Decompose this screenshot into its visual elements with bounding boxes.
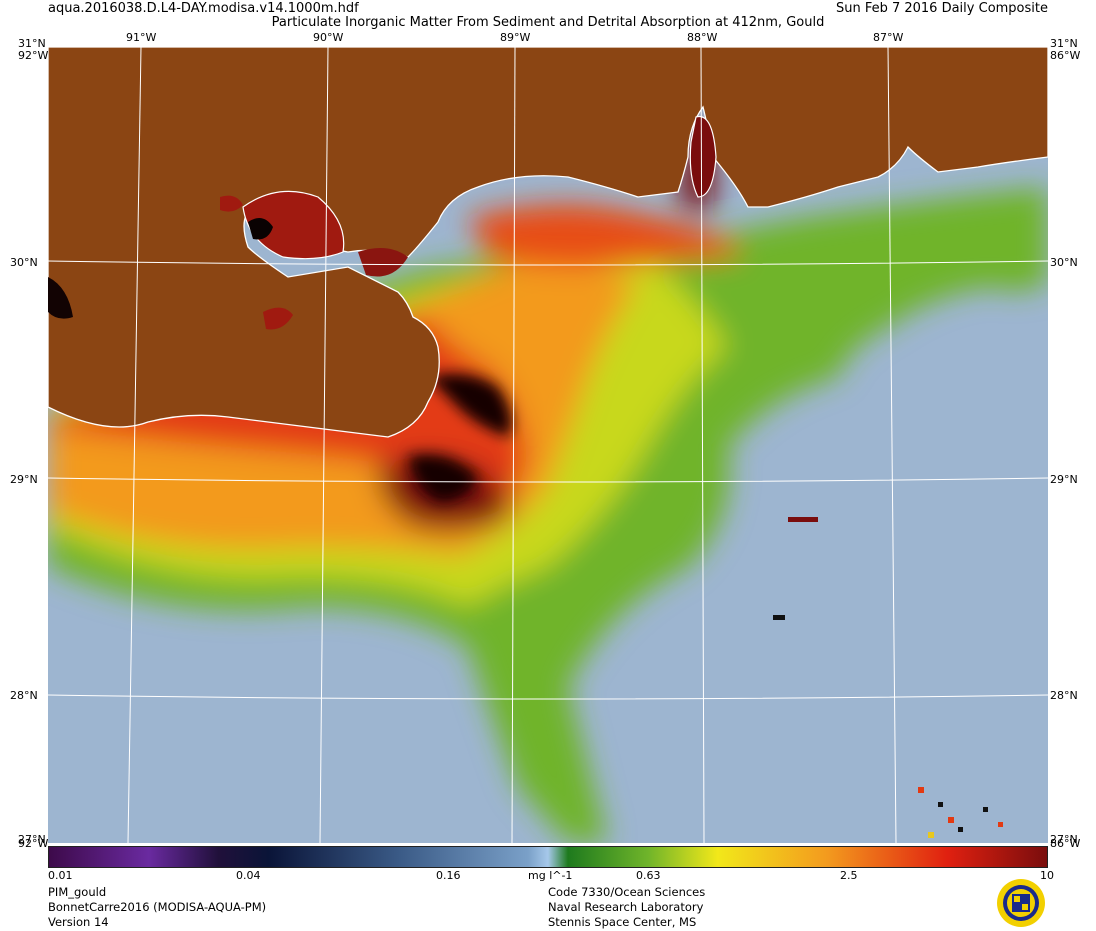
colorbar-tick-004: 0.04 [236,869,261,882]
lat-label-29-left: 29°N [10,473,38,486]
product-title: Particulate Inorganic Matter From Sedime… [271,15,825,30]
colorbar [48,846,1048,868]
dataset-name: BonnetCarre2016 (MODISA-AQUA-PM) [48,900,267,914]
org-code: Code 7330/Ocean Sciences [548,885,706,899]
footer-mid: Code 7330/Ocean Sciences Naval Research … [548,885,705,930]
inland-bay [263,307,293,330]
lake-borgne [358,248,408,277]
corner-lat-top-left: 31°N [18,37,46,50]
mobile-bay [689,115,717,198]
lon-label-90: 90°W [313,31,344,44]
lat-label-28-right: 28°N [1050,689,1078,702]
colorbar-tick-25: 2.5 [840,869,858,882]
org-location: Stennis Space Center, MS [548,915,697,929]
footer-left: PIM_gould BonnetCarre2016 (MODISA-AQUA-P… [48,885,266,930]
colorbar-tick-016: 0.16 [436,869,461,882]
lat-label-29-right: 29°N [1050,473,1078,486]
corner-lon-bottom-left: 92°W [18,837,49,850]
corner-lat-bottom-left: 27°N [18,833,46,846]
product-code: PIM_gould [48,885,107,899]
version: Version 14 [48,915,109,929]
inland-lake-west [48,277,73,319]
corner-lat-top-right: 31°N [1050,37,1078,50]
nrl-seal-icon [997,879,1045,927]
lon-label-87: 87°W [873,31,904,44]
corner-lat-bottom-right: 27°N [1050,833,1078,846]
lake-pontchartrain [242,190,345,260]
map-frame [48,47,1048,843]
colorbar-tick-10: 10 [1040,869,1054,882]
composite-date: Sun Feb 7 2016 Daily Composite [835,1,1048,16]
satellite-map [48,47,1048,843]
bright-cores [408,373,512,502]
land-mass [48,47,1048,438]
cloud-noise [773,517,1003,838]
colorbar-tick-001: 0.01 [48,869,73,882]
colorbar-tick-063: 0.63 [636,869,661,882]
org-name: Naval Research Laboratory [548,900,704,914]
lake-core [248,218,273,240]
graticule [48,47,1048,843]
lon-label-89: 89°W [500,31,531,44]
corner-lon-top-right: 86°W [1050,49,1081,62]
corner-lon-bottom-right: 86°W [1050,837,1081,850]
corner-lon-top-left: 92°W [18,49,49,62]
lon-label-91: 91°W [126,31,157,44]
lake-maurepas [220,195,243,212]
colorbar-unit: mg l^-1 [528,869,573,882]
lat-label-28-left: 28°N [10,689,38,702]
lat-label-30-left: 30°N [10,256,38,269]
lon-label-88: 88°W [687,31,718,44]
lat-label-30-right: 30°N [1050,256,1078,269]
file-title: aqua.2016038.D.L4-DAY.modisa.v14.1000m.h… [48,1,359,16]
colorbar-gradient [49,847,1047,867]
